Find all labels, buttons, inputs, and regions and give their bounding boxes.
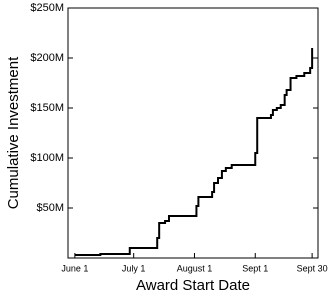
x-tick-label: August 1 [177, 263, 213, 273]
y-tick-label: $100M [30, 152, 64, 164]
plot-frame [67, 7, 319, 259]
x-axis-label: Award Start Date [136, 277, 250, 294]
y-axis-label: Cumulative Investment [5, 56, 22, 209]
x-tick-label: July 1 [122, 263, 146, 273]
x-tick-label: Sept 1 [242, 263, 268, 273]
cumulative-line [74, 48, 314, 256]
y-tick-label: $150M [30, 102, 64, 114]
y-tick-label: $50M [36, 202, 64, 214]
y-tick-label: $200M [30, 52, 64, 64]
y-tick-label: $250M [30, 2, 64, 14]
x-tick-label: Sept 30 [297, 263, 328, 273]
x-tick-label: June 1 [61, 263, 88, 273]
